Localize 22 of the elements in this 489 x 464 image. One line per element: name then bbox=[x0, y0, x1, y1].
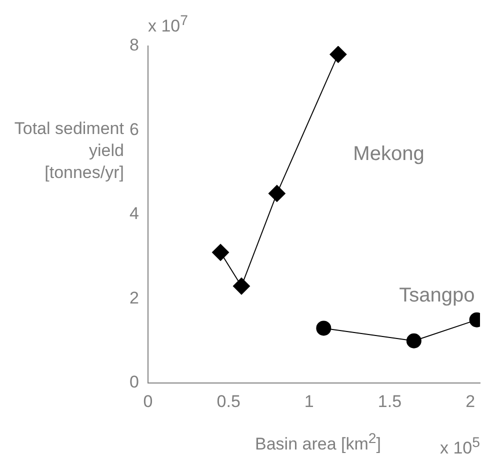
text: Mekong bbox=[353, 142, 424, 165]
text: x 10$^{7}$ bbox=[148, 12, 188, 38]
x-tick-label: 0.5 bbox=[216, 392, 240, 411]
y-tick-label: 8 bbox=[130, 36, 139, 55]
point bbox=[232, 278, 250, 295]
y-tick-label: 4 bbox=[130, 204, 139, 224]
text: x 10$^{5}$ bbox=[440, 434, 480, 460]
point bbox=[406, 333, 422, 348]
point bbox=[212, 244, 230, 261]
x-tick-label: 1 bbox=[304, 392, 314, 411]
x-axis-title: Basin area [km$^{2}$] bbox=[254, 430, 382, 456]
y-axis-title: Total sediment yield [tonnes/yr] bbox=[14, 118, 124, 184]
point bbox=[268, 184, 286, 202]
y-tick-label: 6 bbox=[130, 120, 139, 139]
x-tick-label: 1.5 bbox=[378, 392, 402, 411]
x-tick-label: 2 bbox=[466, 392, 476, 411]
y-tick-label: 2 bbox=[130, 288, 139, 308]
point bbox=[316, 320, 332, 336]
point bbox=[330, 46, 347, 63]
x-tick-label: 0 bbox=[143, 392, 153, 411]
series-label: Tsangpo bbox=[399, 284, 475, 306]
y-tick-label: 0 bbox=[130, 372, 139, 392]
